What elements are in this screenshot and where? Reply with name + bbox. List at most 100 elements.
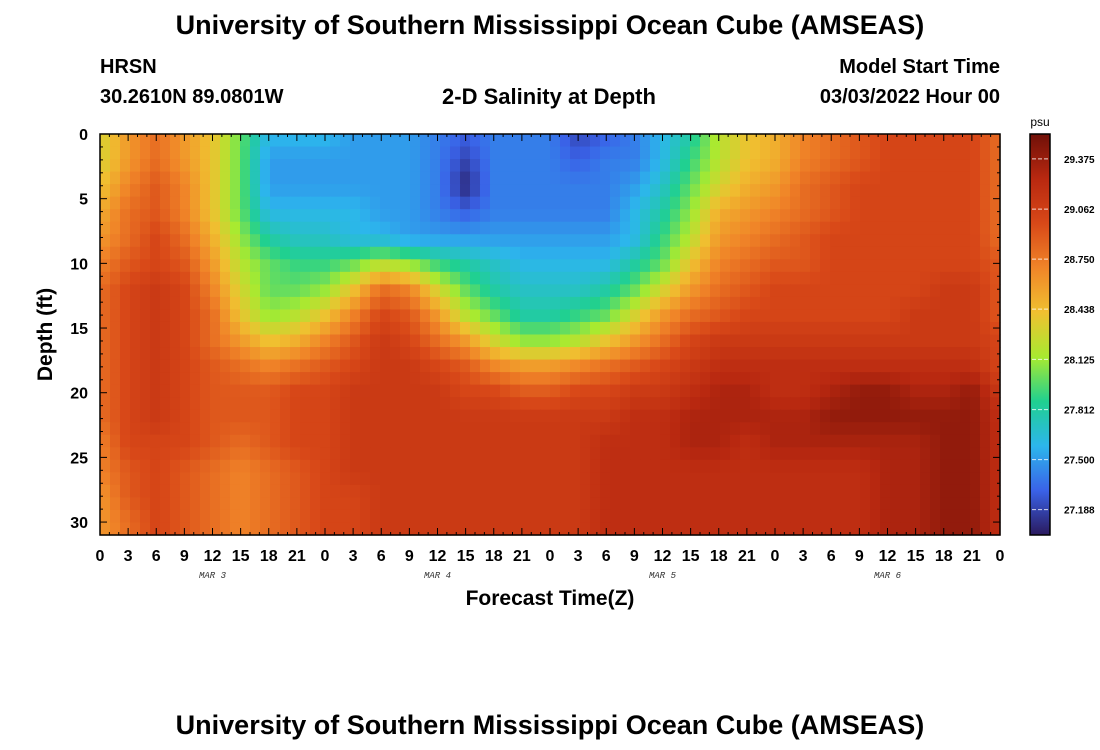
heatmap-cell: [210, 522, 221, 536]
heatmap-cell: [500, 171, 511, 185]
heatmap-cell: [560, 196, 571, 210]
heatmap-cell: [100, 234, 111, 248]
heatmap-cell: [850, 309, 861, 323]
heatmap-cell: [960, 184, 971, 198]
heatmap-cell: [260, 359, 271, 373]
heatmap-cell: [930, 347, 941, 361]
heatmap-cell: [240, 134, 251, 148]
heatmap-cell: [380, 347, 391, 361]
heatmap-cell: [700, 447, 711, 461]
heatmap-cell: [510, 159, 521, 173]
heatmap-cell: [270, 284, 281, 298]
heatmap-cell: [650, 334, 661, 348]
heatmap-cell: [190, 384, 201, 398]
heatmap-cell: [500, 234, 511, 248]
heatmap-cell: [590, 196, 601, 210]
heatmap-cell: [810, 171, 821, 185]
heatmap-cell: [770, 447, 781, 461]
heatmap-cell: [600, 296, 611, 311]
heatmap-cell: [600, 309, 611, 323]
heatmap-cell: [510, 397, 521, 411]
heatmap-cell: [860, 271, 871, 285]
heatmap-cell: [830, 334, 841, 348]
heatmap-cell: [930, 484, 941, 499]
y-axis-title: Depth (ft): [34, 288, 57, 381]
heatmap-cell: [410, 196, 421, 210]
heatmap-cell: [960, 459, 971, 473]
heatmap-cell: [760, 497, 771, 511]
heatmap-cell: [790, 209, 801, 223]
heatmap-cell: [740, 359, 751, 373]
heatmap-cell: [760, 159, 771, 173]
heatmap-cell: [670, 234, 681, 248]
heatmap-cell: [920, 234, 931, 248]
heatmap-cell: [950, 146, 961, 160]
heatmap-cell: [220, 397, 231, 411]
heatmap-cell: [370, 359, 381, 373]
heatmap-cell: [780, 459, 791, 473]
heatmap-cell: [450, 246, 461, 260]
heatmap-cell: [540, 384, 551, 398]
heatmap-cell: [670, 334, 681, 348]
heatmap-cell: [530, 234, 541, 248]
heatmap-cell: [410, 271, 421, 285]
heatmap-cell: [440, 221, 451, 235]
heatmap-cell: [700, 334, 711, 348]
heatmap-cell: [490, 347, 501, 361]
heatmap-cell: [100, 321, 111, 336]
heatmap-cell: [290, 284, 301, 298]
heatmap-cell: [450, 522, 461, 536]
heatmap-cell: [570, 271, 581, 285]
heatmap-cell: [580, 321, 591, 336]
heatmap-cell: [580, 309, 591, 323]
heatmap-cell: [880, 384, 891, 398]
heatmap-cell: [700, 422, 711, 436]
x-tick-label: 15: [682, 548, 700, 565]
heatmap-cell: [150, 234, 161, 248]
x-tick-label: 3: [799, 548, 808, 565]
heatmap-cell: [250, 509, 261, 524]
heatmap-cell: [350, 271, 361, 285]
heatmap-cell: [730, 146, 741, 160]
heatmap-cell: [530, 497, 541, 511]
heatmap-cell: [600, 497, 611, 511]
heatmap-cell: [150, 171, 161, 185]
heatmap-cell: [250, 134, 261, 148]
heatmap-cell: [440, 509, 451, 524]
heatmap-cell: [470, 209, 481, 223]
heatmap-cell: [580, 447, 591, 461]
heatmap-cell: [220, 447, 231, 461]
heatmap-cell: [710, 447, 721, 461]
heatmap-cell: [630, 246, 641, 260]
heatmap-cell: [360, 259, 371, 273]
heatmap-cell: [360, 509, 371, 524]
heatmap-cell: [260, 372, 271, 386]
heatmap-cell: [640, 184, 651, 198]
heatmap-cell: [500, 184, 511, 198]
heatmap-cell: [420, 409, 431, 423]
heatmap-cell: [660, 409, 671, 423]
heatmap-cell: [580, 246, 591, 260]
heatmap-cell: [810, 321, 821, 336]
heatmap-cell: [590, 509, 601, 524]
heatmap-cell: [840, 509, 851, 524]
heatmap-cell: [980, 384, 991, 398]
heatmap-cell: [270, 372, 281, 386]
heatmap-cell: [310, 234, 321, 248]
heatmap-cell: [650, 309, 661, 323]
heatmap-cell: [270, 159, 281, 173]
heatmap-cell: [630, 397, 641, 411]
heatmap-cell: [440, 171, 451, 185]
heatmap-cell: [730, 372, 741, 386]
heatmap-cell: [590, 522, 601, 536]
heatmap-cell: [800, 472, 811, 486]
heatmap-cell: [940, 359, 951, 373]
heatmap-cell: [530, 447, 541, 461]
heatmap-cell: [910, 422, 921, 436]
heatmap-cell: [650, 296, 661, 311]
heatmap-cell: [740, 384, 751, 398]
heatmap-cell: [940, 459, 951, 473]
heatmap-cell: [120, 434, 131, 448]
heatmap-cell: [490, 309, 501, 323]
heatmap-cell: [300, 259, 311, 273]
